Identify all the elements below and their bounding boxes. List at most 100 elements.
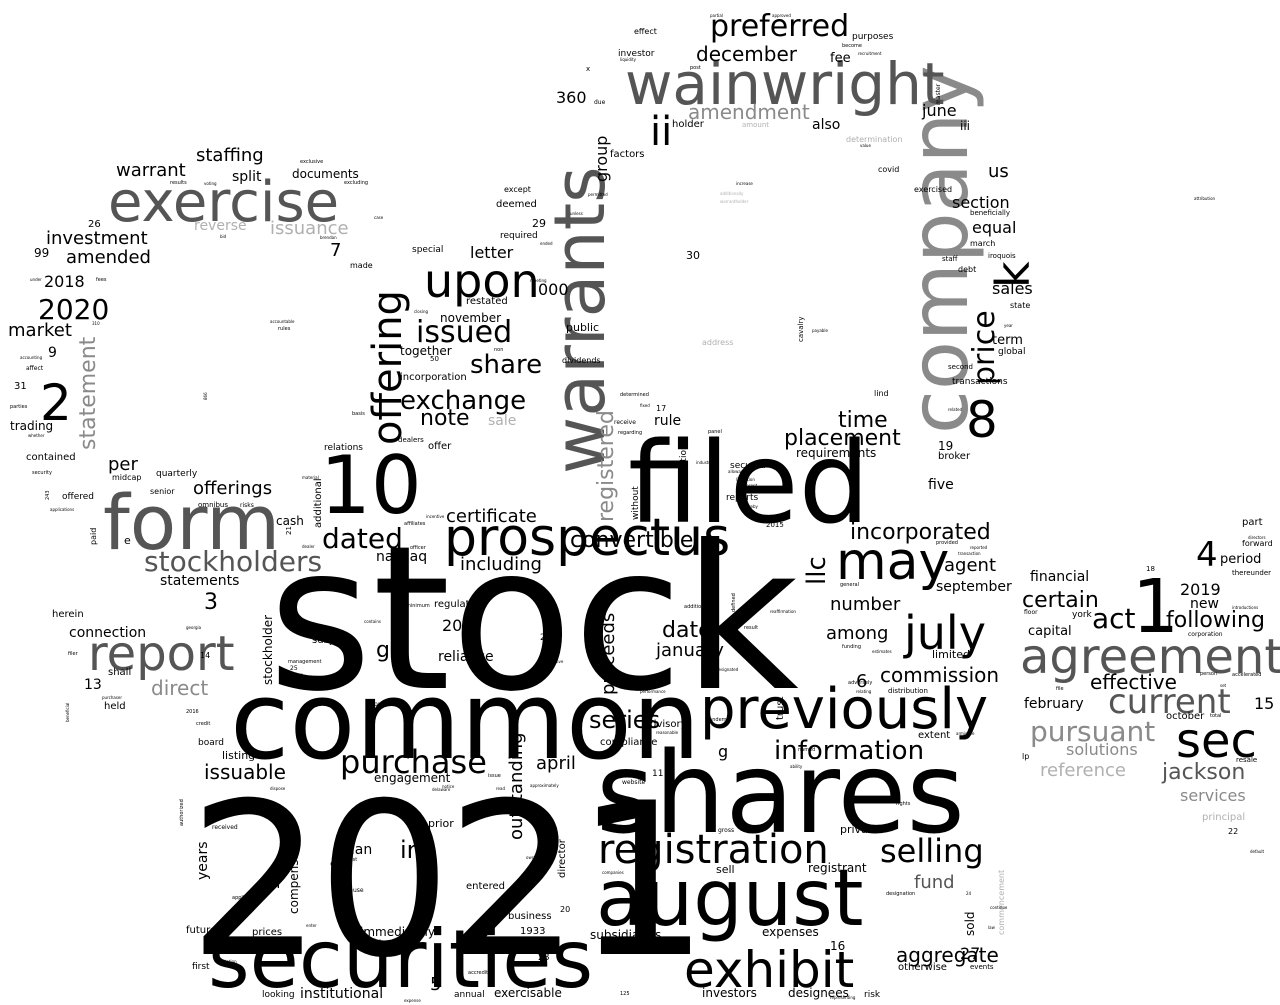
- word-determined: determined: [620, 392, 649, 398]
- word-payable: payable: [812, 328, 828, 333]
- word-offered: offered: [62, 492, 94, 502]
- word-georgia: georgia: [186, 625, 202, 630]
- word-become: become: [842, 43, 863, 49]
- word-defined: defined: [731, 593, 737, 612]
- word-form: form: [103, 478, 281, 567]
- word-flotation: flotation: [220, 959, 237, 964]
- word-30: 30: [686, 249, 700, 262]
- word-ii: ii: [650, 109, 673, 155]
- word-paid: paid: [89, 527, 98, 545]
- word-notice: notice: [442, 784, 455, 789]
- word-relating: relating: [856, 689, 872, 694]
- word-report: report: [88, 626, 235, 682]
- word-compensation: compensation: [287, 829, 301, 914]
- word-herein: herein: [52, 609, 84, 620]
- word-common: common: [230, 659, 701, 784]
- word-per: per: [108, 454, 138, 475]
- word-adversely: adversely: [848, 680, 873, 686]
- word-estimates: estimates: [872, 649, 892, 654]
- word-dated: dated: [322, 522, 403, 555]
- word-entered: entered: [466, 881, 505, 892]
- word-000: 000: [538, 280, 569, 299]
- word-among: among: [826, 623, 889, 644]
- word-21: 21: [285, 526, 293, 535]
- word-2021: 2021: [188, 757, 710, 1004]
- word-99: 99: [34, 246, 50, 260]
- word-secured: secured: [730, 461, 766, 471]
- word-ended: ended: [540, 241, 553, 246]
- word-transaction: transaction: [958, 551, 981, 556]
- word-transactions: transactions: [952, 377, 1008, 387]
- word-receive: receive: [614, 419, 636, 426]
- word-14: 14: [200, 651, 211, 660]
- word-set: set: [1220, 683, 1227, 688]
- word-wainwright: wainwright: [625, 50, 945, 118]
- word-22: 22: [1228, 827, 1239, 836]
- word-allowance: allowance: [728, 469, 749, 474]
- word-applicable: applicable: [232, 895, 258, 901]
- word-period: period: [1220, 552, 1262, 567]
- word-floor: floor: [1024, 609, 1038, 616]
- word-armistice: armistice: [956, 731, 975, 736]
- word-first: first: [192, 962, 210, 972]
- word-2019: 2019: [1180, 580, 1221, 599]
- word-llc: llc: [802, 556, 832, 585]
- word-pandemic: pandemic: [706, 717, 731, 723]
- word-broker: broker: [938, 451, 971, 462]
- word-subject: subject: [312, 635, 349, 646]
- word-2016: 2016: [186, 709, 199, 715]
- word-may: may: [836, 532, 950, 592]
- word-sec: sec: [1176, 713, 1257, 769]
- word-gg: gg: [376, 638, 404, 663]
- word-material: material: [302, 475, 319, 480]
- word-market: market: [8, 320, 72, 341]
- word-reasonable: reasonable: [656, 730, 679, 735]
- word-pursuant: pursuant: [1030, 715, 1156, 748]
- word-19: 19: [938, 439, 954, 453]
- word-split: split: [232, 169, 262, 185]
- word-investment: investment: [46, 228, 148, 249]
- word-reported: reported: [970, 545, 988, 550]
- word-2017: 2017: [442, 616, 483, 635]
- word-contains: contains: [364, 619, 381, 624]
- word-equity: equity: [604, 591, 620, 597]
- word-direct: direct: [151, 676, 209, 700]
- word-connection: connection: [69, 625, 147, 641]
- word-nasdaq: nasdaq: [376, 549, 428, 565]
- word-10: 10: [320, 439, 422, 532]
- word-april: april: [536, 753, 576, 774]
- word-regulation: regulation: [434, 599, 485, 610]
- word-time: time: [838, 408, 888, 433]
- word-beneficial: beneficial: [65, 702, 70, 722]
- word-following: following: [1166, 608, 1265, 633]
- word-7: 7: [330, 240, 342, 261]
- word-whether: whether: [28, 433, 45, 438]
- word-accelerated: accelerated: [1232, 672, 1262, 678]
- word-non: non: [494, 347, 504, 353]
- word-continue: continue: [990, 905, 1008, 910]
- word-reference: reference: [1040, 760, 1126, 781]
- word-january: january: [656, 640, 724, 661]
- word-contained: contained: [26, 452, 76, 463]
- word-authorized: authorized: [179, 799, 185, 826]
- word-360: 360: [556, 88, 587, 107]
- word-represent: represent: [738, 483, 758, 488]
- word-without: without: [631, 486, 641, 520]
- word-parties: parties: [10, 404, 28, 410]
- word-27: 27: [960, 944, 981, 963]
- word-28: 28: [538, 953, 550, 963]
- word-ownership: ownership: [526, 855, 547, 860]
- word-dispose: dispose: [270, 786, 286, 791]
- word-basis: basis: [352, 411, 365, 417]
- word-number: number: [830, 594, 901, 615]
- word-act: act: [1092, 602, 1136, 635]
- word-13: 13: [84, 677, 102, 693]
- word-selling: selling: [880, 832, 984, 870]
- word-representing: representing: [830, 995, 856, 1000]
- word-dividends: dividends: [562, 356, 601, 365]
- word-deemed: deemed: [496, 199, 537, 210]
- word-accounting: accounting: [20, 355, 43, 360]
- word-subsidiaries: subsidiaries: [590, 928, 662, 942]
- word-purchase: purchase: [340, 743, 487, 781]
